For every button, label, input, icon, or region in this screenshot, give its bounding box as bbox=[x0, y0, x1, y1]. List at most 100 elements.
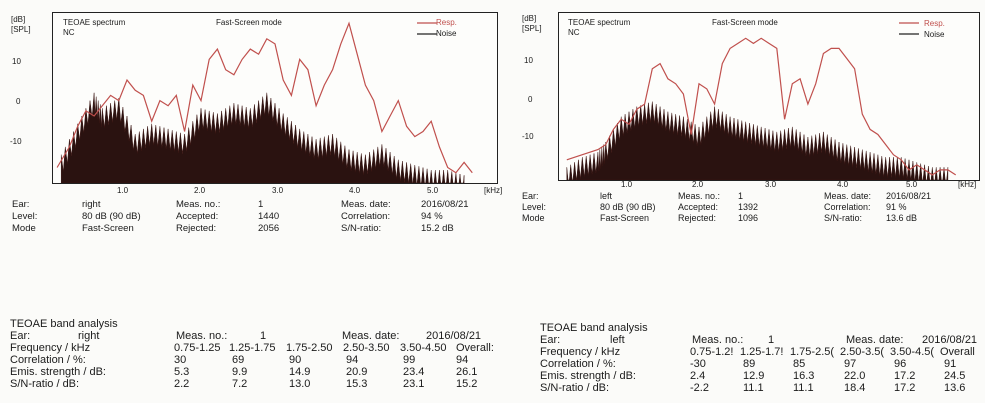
sn-ratio-label: S/N-ratio: bbox=[341, 223, 382, 234]
band-date-label: Meas. date: bbox=[342, 330, 400, 342]
emission-cell: 12.9 bbox=[743, 370, 765, 382]
sn-cell: 2.2 bbox=[174, 378, 190, 390]
correlation-cell: 90 bbox=[289, 354, 302, 366]
sn-cell: 18.4 bbox=[844, 382, 866, 394]
band-analysis-right-ear: TEOAE band analysis Ear: right Meas. no.… bbox=[8, 316, 513, 402]
ear-label: Ear: bbox=[12, 199, 30, 210]
x-tick-label: 2.0 bbox=[692, 180, 704, 189]
y-tick-label: 10 bbox=[12, 57, 21, 66]
y-tick-label: -10 bbox=[10, 137, 22, 146]
band-date-value: 2016/08/21 bbox=[922, 334, 978, 346]
correlation-label: Correlation: bbox=[341, 211, 391, 222]
x-tick-label: 3.0 bbox=[765, 180, 777, 189]
emission-cell: 9.9 bbox=[232, 366, 248, 378]
correlation-cell: 69 bbox=[232, 354, 245, 366]
ear-label: Ear: bbox=[522, 191, 539, 201]
emission-cell: 23.4 bbox=[403, 366, 425, 378]
band-measno-value: 1 bbox=[768, 334, 775, 346]
rejected-value: 1096 bbox=[738, 213, 759, 223]
emission-cell: 5.3 bbox=[174, 366, 190, 378]
mode-label: Mode bbox=[522, 213, 545, 223]
correlation-cell: -30 bbox=[690, 358, 706, 370]
freq-cell: 0.75-1.2! bbox=[690, 346, 734, 358]
x-tick-label: 4.0 bbox=[349, 186, 361, 195]
x-tick-label: 5.0 bbox=[427, 186, 439, 195]
emission-cell: 24.5 bbox=[944, 370, 966, 382]
rejected-value: 2056 bbox=[258, 223, 280, 234]
y-unit-spl: [SPL] bbox=[522, 24, 542, 33]
level-label: Level: bbox=[522, 202, 547, 212]
sn-ratio-label: S/N-ratio: bbox=[824, 213, 863, 223]
legend-resp-label: Resp. bbox=[924, 19, 945, 28]
mode-label: Mode bbox=[12, 223, 36, 234]
chart-subtitle: NC bbox=[568, 28, 580, 37]
y-unit-db: [dB] bbox=[522, 14, 537, 23]
x-tick-label: 3.0 bbox=[272, 186, 284, 195]
measno-label: Meas. no.: bbox=[678, 191, 721, 201]
correlation-row-label: Correlation / %: bbox=[10, 354, 86, 366]
spectrum-svg bbox=[566, 22, 957, 188]
legend-noise-label: Noise bbox=[436, 29, 457, 38]
band-measno-label: Meas. no.: bbox=[176, 330, 228, 342]
freq-cell: 3.50-4.50 bbox=[400, 342, 447, 354]
sn-cell: 15.3 bbox=[346, 378, 368, 390]
mode-value: Fast-Screen bbox=[600, 213, 650, 223]
correlation-row-label: Correlation / %: bbox=[540, 358, 616, 370]
chart-title: TEOAE spectrum bbox=[568, 18, 631, 27]
noise-series-area bbox=[60, 92, 465, 196]
rejected-label: Rejected: bbox=[678, 213, 717, 223]
sn-cell: 15.2 bbox=[456, 378, 478, 390]
ear-value: right bbox=[82, 199, 101, 210]
correlation-value: 94 % bbox=[421, 211, 443, 222]
x-unit-label: [kHz] bbox=[958, 180, 977, 189]
freq-label: Frequency / kHz bbox=[10, 342, 91, 354]
date-label: Meas. date: bbox=[824, 191, 872, 201]
band-measno-value: 1 bbox=[260, 330, 267, 342]
level-label: Level: bbox=[12, 211, 38, 222]
emission-cell: 26.1 bbox=[456, 366, 478, 378]
emission-cell: 22.0 bbox=[844, 370, 866, 382]
sn-row-label: S/N-ratio / dB: bbox=[540, 382, 610, 394]
x-tick-label: 5.0 bbox=[906, 180, 918, 189]
y-unit-spl: [SPL] bbox=[11, 25, 31, 34]
measno-value: 1 bbox=[738, 191, 744, 201]
x-unit-label: [kHz] bbox=[484, 186, 503, 195]
accepted-value: 1440 bbox=[258, 211, 280, 222]
freq-cell: 2.50-3.50 bbox=[343, 342, 390, 354]
correlation-cell: 89 bbox=[743, 358, 756, 370]
measno-label: Meas. no.: bbox=[176, 199, 221, 210]
legend-noise-label: Noise bbox=[924, 30, 945, 39]
freq-cell: 2.50-3.5( bbox=[840, 346, 885, 358]
band-ear-value: right bbox=[78, 330, 100, 342]
freq-cell: 1.75-2.50 bbox=[286, 342, 333, 354]
chart-plot-area bbox=[558, 12, 980, 188]
noise-series-area bbox=[566, 101, 949, 188]
correlation-cell: 99 bbox=[403, 354, 416, 366]
x-tick-label: 4.0 bbox=[837, 180, 849, 189]
correlation-label: Correlation: bbox=[824, 202, 871, 212]
sn-cell: 17.2 bbox=[894, 382, 916, 394]
correlation-cell: 96 bbox=[894, 358, 907, 370]
correlation-cell: 94 bbox=[346, 354, 359, 366]
freq-label: Frequency / kHz bbox=[540, 346, 621, 358]
legend-resp-label: Resp. bbox=[436, 18, 457, 27]
y-tick-label: 0 bbox=[528, 95, 533, 104]
emission-row-label: Emis. strength / dB: bbox=[10, 366, 106, 378]
x-tick-label: 2.0 bbox=[194, 186, 206, 195]
measno-value: 1 bbox=[258, 199, 264, 210]
sn-cell: 23.1 bbox=[403, 378, 425, 390]
chart-title: TEOAE spectrum bbox=[63, 18, 126, 27]
band-title: TEOAE band analysis bbox=[540, 322, 648, 334]
response-series-line bbox=[56, 21, 473, 174]
emission-cell: 14.9 bbox=[289, 366, 311, 378]
band-title: TEOAE band analysis bbox=[10, 318, 118, 330]
response-series-line bbox=[566, 37, 957, 176]
emission-row-label: Emis. strength / dB: bbox=[540, 370, 636, 382]
sn-cell: 11.1 bbox=[743, 382, 764, 394]
correlation-cell: 85 bbox=[793, 358, 806, 370]
rejected-label: Rejected: bbox=[176, 223, 217, 234]
band-ear-value: left bbox=[610, 334, 625, 346]
accepted-label: Accepted: bbox=[678, 202, 719, 212]
freq-cell: 1.25-1.75 bbox=[229, 342, 276, 354]
sn-cell: 13.6 bbox=[944, 382, 966, 394]
